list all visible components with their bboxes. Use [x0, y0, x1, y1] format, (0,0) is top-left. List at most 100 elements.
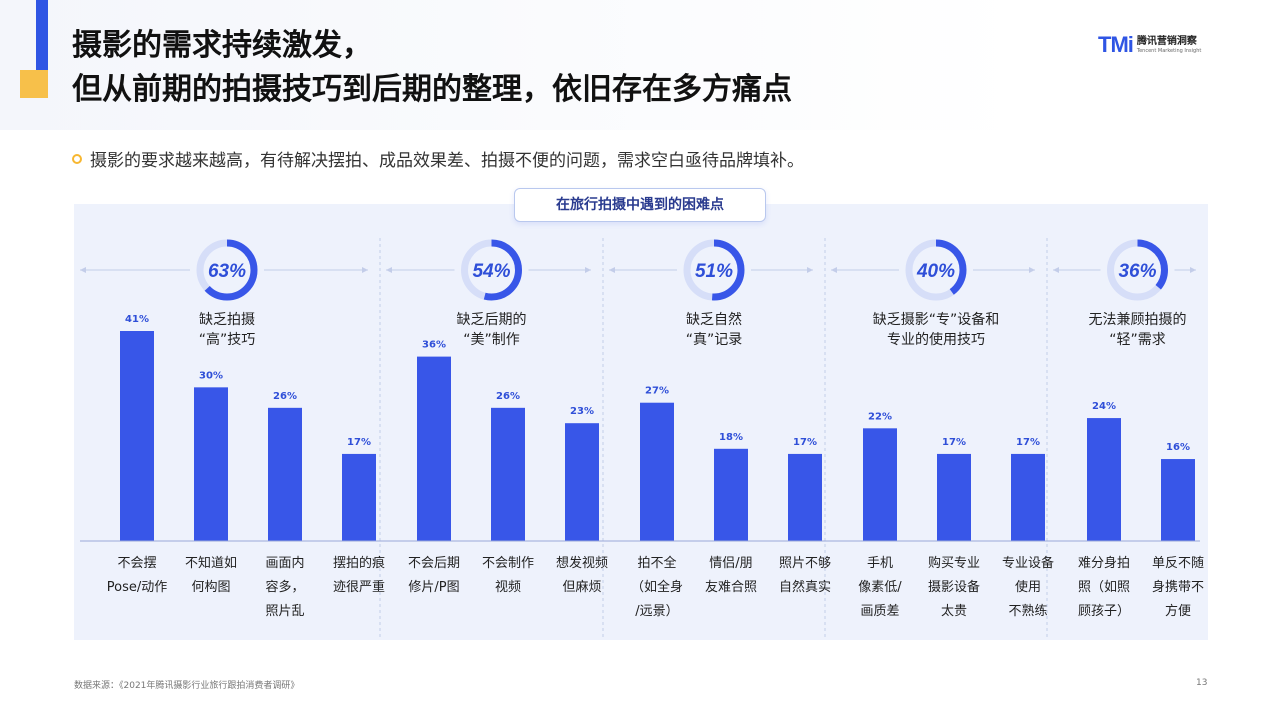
bar-category-label: 使用	[1015, 579, 1041, 595]
bar-category-label: 单反不随	[1152, 556, 1204, 571]
bar-category-label: 但麻烦	[562, 580, 601, 595]
bar-category-label: 友难合照	[705, 579, 757, 595]
bar-category-label: 照片乱	[265, 604, 304, 619]
bar-value-label: 16%	[1166, 442, 1190, 453]
bar-category-label: 不会后期	[408, 556, 460, 571]
bar-category-label: 情侣/朋	[709, 556, 752, 571]
bar-category-label: 不会制作	[482, 556, 534, 571]
bar-value-label: 41%	[125, 314, 149, 325]
data-source: 数据来源：《2021年腾讯摄影行业旅行跟拍消费者调研》	[74, 681, 300, 691]
bar-category-label: 不熟练	[1008, 603, 1047, 619]
bar-value-label: 26%	[273, 391, 297, 402]
bar-value-label: 24%	[1092, 401, 1116, 412]
group-label: 缺乏自然	[686, 311, 742, 328]
bar-category-label: 太贵	[941, 604, 967, 619]
chart-title: 在旅行拍摄中遇到的困难点	[514, 188, 766, 222]
percent-ring-arc	[196, 239, 258, 301]
bar-category-label: 专业设备	[1002, 555, 1054, 571]
bar	[1011, 453, 1045, 541]
bar	[863, 428, 897, 541]
bar	[937, 453, 971, 541]
bullet-icon	[72, 153, 82, 164]
group-percent: 36%	[1118, 261, 1156, 282]
group-percent: 63%	[208, 261, 246, 282]
bar	[194, 387, 228, 541]
bar-value-label: 17%	[347, 437, 371, 448]
arrow-left-icon	[831, 267, 837, 273]
accent-square	[20, 70, 48, 98]
bar-category-label: 何构图	[191, 579, 230, 595]
page-number: 13	[1196, 678, 1208, 688]
title-band	[0, 0, 1280, 130]
arrow-right-icon	[585, 267, 591, 273]
bar-category-label: 身携带不	[1152, 579, 1204, 595]
group-percent: 54%	[472, 261, 510, 282]
bar-category-label: 照片不够	[779, 556, 831, 571]
group-label: 缺乏拍摄	[199, 312, 255, 328]
title-line-2: 但从前期的拍摄技巧到后期的整理，依旧存在多方痛点	[72, 72, 792, 107]
group-label: “轻”需求	[1109, 332, 1166, 348]
bar-value-label: 17%	[942, 437, 966, 448]
arrow-right-icon	[362, 267, 368, 273]
bar-category-label: 画质差	[860, 604, 899, 619]
group-label: “美”制作	[463, 332, 520, 348]
bar-value-label: 36%	[422, 340, 446, 351]
arrow-left-icon	[386, 267, 392, 273]
title-line-1: 摄影的需求持续激发，	[72, 28, 372, 63]
arrow-left-icon	[1053, 267, 1059, 273]
logo-cn: 腾讯营销洞察	[1136, 35, 1197, 47]
group-label: 缺乏摄影“专”设备和	[873, 311, 1000, 328]
arrow-right-icon	[807, 267, 813, 273]
page-title: 摄影的需求持续激发， 但从前期的拍摄技巧到后期的整理，依旧存在多方痛点	[72, 24, 792, 112]
bar-category-label: 照（如照	[1078, 579, 1130, 595]
subtitle: 摄影的要求越来越高，有待解决摆拍、成品效果差、拍摄不便的问题，需求空白亟待品牌填…	[72, 146, 804, 171]
bar-category-label: 顾孩子）	[1078, 604, 1130, 619]
bar	[417, 356, 451, 541]
bar	[640, 402, 674, 541]
bar-category-label: 购买专业	[928, 555, 980, 571]
bar	[1161, 459, 1195, 541]
arrow-right-icon	[1029, 267, 1035, 273]
group-label: 专业的使用技巧	[887, 331, 985, 348]
bar-category-label: 方便	[1165, 603, 1191, 619]
logo-en: Tencent Marketing Insight	[1136, 47, 1202, 54]
bar-value-label: 26%	[496, 391, 520, 402]
bar	[268, 407, 302, 541]
bar	[1087, 418, 1121, 541]
arrow-left-icon	[80, 267, 86, 273]
bar-category-label: （如全身	[631, 579, 683, 595]
bar-category-label: 拍不全	[637, 555, 676, 571]
group-label: 无法兼顾拍摄的	[1089, 312, 1187, 328]
bar-category-label: 摆拍的痕	[333, 555, 385, 571]
bar-category-label: Pose/动作	[107, 580, 167, 595]
bar-value-label: 17%	[793, 437, 817, 448]
percent-ring-arc	[1107, 239, 1168, 301]
arrow-left-icon	[609, 267, 615, 273]
bar	[342, 453, 376, 541]
bar	[714, 448, 748, 541]
bar-category-label: 像素低/	[858, 580, 902, 595]
bar-category-label: 迹很严重	[333, 579, 385, 595]
bar-category-label: 不会摆	[117, 556, 156, 571]
bar-category-label: 视频	[495, 580, 521, 595]
logo-text: 腾讯营销洞察 Tencent Marketing Insight	[1137, 36, 1201, 55]
brand-logo: TMi 腾讯营销洞察 Tencent Marketing Insight	[1098, 32, 1201, 58]
bar-value-label: 23%	[570, 406, 594, 417]
percent-ring-arc	[683, 239, 745, 301]
bar	[788, 453, 822, 541]
bar-category-label: 难分身拍	[1078, 555, 1130, 571]
bar-category-label: 修片/P图	[408, 580, 459, 595]
percent-ring-arc	[905, 239, 967, 301]
bar-category-label: 画面内	[265, 555, 304, 571]
bar-category-label: 手机	[867, 556, 893, 571]
bar	[565, 423, 599, 541]
group-percent: 40%	[916, 261, 955, 282]
arrow-right-icon	[1190, 267, 1196, 273]
bar	[120, 331, 154, 541]
bar-category-label: 摄影设备	[928, 579, 980, 595]
bar-value-label: 22%	[868, 411, 892, 422]
subtitle-text: 摄影的要求越来越高，有待解决摆拍、成品效果差、拍摄不便的问题，需求空白亟待品牌填…	[90, 151, 804, 171]
group-percent: 51%	[695, 261, 733, 282]
group-label: 缺乏后期的	[457, 312, 527, 328]
